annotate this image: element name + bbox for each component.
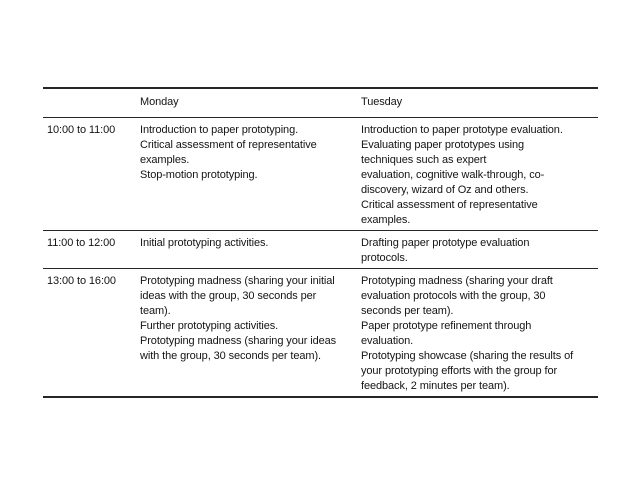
tuesday-cell: Introduction to paper prototype evaluati…	[361, 124, 563, 226]
table-row-13-to-16: 13:00 to 16:00 Prototyping madness (shar…	[43, 269, 598, 396]
schedule-table: Monday Tuesday 10:00 to 11:00 Introducti…	[43, 87, 598, 398]
tuesday-cell: Prototyping madness (sharing your draft …	[361, 275, 574, 392]
monday-cell: Prototyping madness (sharing your initia…	[140, 275, 337, 362]
time-cell: 13:00 to 16:00	[47, 275, 116, 287]
table-row-10-to-11: 10:00 to 11:00 Introduction to paper pro…	[43, 118, 598, 231]
header-cell-time	[43, 89, 136, 117]
time-cell: 11:00 to 12:00	[47, 237, 116, 249]
header-cell-monday: Monday	[140, 96, 179, 108]
monday-cell: Introduction to paper prototyping. Criti…	[140, 124, 317, 181]
tuesday-cell: Drafting paper prototype evaluation prot…	[361, 237, 530, 264]
table-row-11-to-12: 11:00 to 12:00 Initial prototyping activ…	[43, 231, 598, 269]
monday-cell: Initial prototyping activities.	[140, 237, 269, 249]
table-header-row: Monday Tuesday	[43, 89, 598, 118]
header-cell-tuesday: Tuesday	[361, 96, 403, 108]
time-cell: 10:00 to 11:00	[47, 124, 116, 136]
